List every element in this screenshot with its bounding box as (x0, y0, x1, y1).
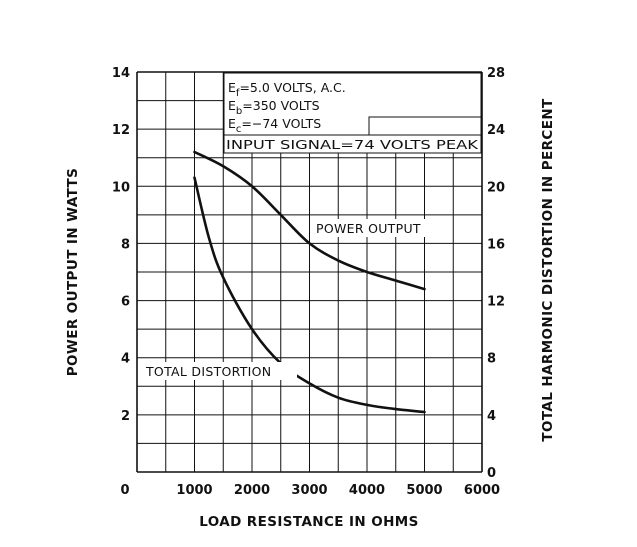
conditions-box: Ef=5.0 VOLTS, A.C. Eb=350 VOLTS Ec=−74 V… (223, 72, 482, 154)
x-tick-label: 5000 (406, 483, 442, 498)
power-output-label-bg (313, 219, 443, 237)
y2-tick-label: 24 (487, 123, 505, 138)
y-tick-label: 8 (121, 237, 130, 252)
y2-axis-title: TOTAL HARMONIC DISTORTION IN PERCENT (540, 98, 556, 442)
power-output-curve (193, 150, 426, 291)
y2-tick-label: 20 (487, 180, 505, 195)
y-axis-ticks: 2 4 6 8 10 12 14 (112, 66, 130, 424)
condition-input-signal: INPUT SIGNAL=74 VOLTS PEAK (226, 137, 479, 152)
y2-tick-label: 8 (487, 352, 496, 367)
x-tick-label: 0 (120, 483, 129, 498)
y2-tick-label: 0 (487, 466, 496, 481)
conditions-box-background (223, 72, 482, 154)
y2-tick-label: 16 (487, 237, 505, 252)
total-distortion-label: TOTAL DISTORTION (145, 364, 271, 379)
condition-eb: Eb=350 VOLTS (228, 98, 320, 117)
x-axis-title: LOAD RESISTANCE IN OHMS (199, 514, 419, 530)
y-tick-label: 6 (121, 295, 130, 310)
y2-tick-label: 4 (487, 409, 496, 424)
x-tick-label: 4000 (349, 483, 385, 498)
y-axis-title: POWER OUTPUT IN WATTS (65, 168, 81, 377)
y2-tick-label: 28 (487, 66, 505, 81)
x-tick-label: 3000 (291, 483, 327, 498)
x-tick-label: 1000 (176, 483, 212, 498)
total-distortion-label-bg (143, 362, 297, 380)
y-tick-label: 10 (112, 180, 130, 195)
y2-axis-ticks: 0 4 8 12 16 20 24 28 (487, 66, 505, 481)
y-tick-label: 14 (112, 66, 130, 81)
x-tick-label: 6000 (464, 483, 500, 498)
x-tick-label: 2000 (234, 483, 270, 498)
power-output-label: POWER OUTPUT (316, 221, 421, 236)
y-tick-label: 4 (121, 352, 130, 367)
condition-ec: Ec=−74 VOLTS (228, 116, 321, 135)
x-axis-ticks: 0 1000 2000 3000 4000 5000 6000 (120, 483, 500, 498)
y2-tick-label: 12 (487, 295, 505, 310)
condition-ef: Ef=5.0 VOLTS, A.C. (228, 80, 346, 99)
y-tick-label: 12 (112, 123, 130, 138)
y-tick-label: 2 (121, 409, 130, 424)
